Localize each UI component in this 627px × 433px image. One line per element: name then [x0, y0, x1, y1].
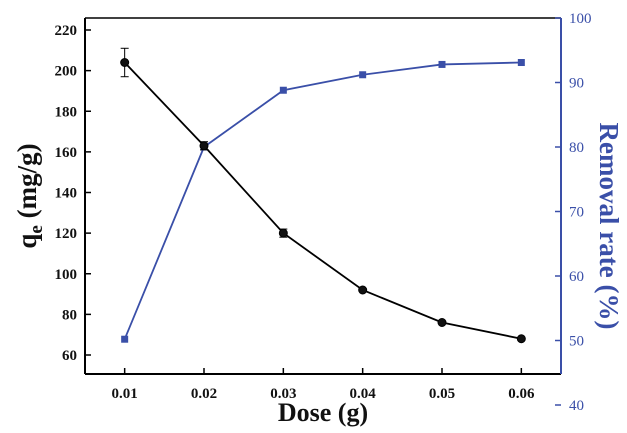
svg-text:qe (mg/g): qe (mg/g) [12, 143, 47, 248]
y-right-tick-label: 50 [569, 334, 584, 350]
qe-line [124, 61, 522, 340]
removal-rate-point [121, 335, 129, 343]
y-left-tick-label: 100 [55, 267, 78, 283]
y-right-tick-label: 40 [569, 398, 584, 414]
qe-point [437, 318, 447, 327]
x-tick-label: 0.03 [270, 386, 296, 402]
x-tick-label: 0.05 [429, 386, 455, 402]
y-left-tick-label: 200 [55, 64, 78, 80]
y-left-tick-label: 160 [55, 145, 78, 161]
removal-rate-point [359, 71, 367, 79]
y-left-tick-label: 120 [55, 226, 78, 242]
y-axis-right-label: Removal rate (%) [594, 123, 624, 330]
qe-point [358, 285, 368, 295]
x-tick-label: 0.01 [112, 386, 138, 402]
y-right-tick-label: 70 [569, 205, 584, 221]
y-left-tick-label: 180 [55, 104, 78, 120]
x-tick-label: 0.02 [191, 386, 217, 402]
qe-series [120, 47, 526, 344]
y-left-tick-label: 140 [55, 186, 78, 202]
x-axis-label: Dose (g) [278, 398, 368, 427]
y-axis-left-label: qe (mg/g) [12, 143, 47, 248]
y-right-tick-label: 90 [569, 76, 584, 92]
y-left-tick-label: 80 [62, 307, 77, 323]
x-tick-label: 0.04 [350, 386, 377, 402]
ticks: 0.01 0.02 0.03 0.04 0.05 0.06 60 80 100 120 140 160… [55, 11, 592, 414]
qe-point [199, 141, 209, 151]
removal-rate-line [123, 61, 522, 340]
y-left-tick-label: 220 [55, 23, 78, 39]
y-left-tick-label: 60 [62, 348, 77, 364]
qe-point [278, 228, 288, 238]
removal-rate-point [438, 60, 446, 68]
y-right-tick-label: 60 [569, 269, 584, 285]
y-right-tick-label: 100 [569, 11, 592, 27]
x-tick-label: 0.06 [508, 386, 535, 402]
qe-point [516, 334, 526, 344]
removal-rate-series [121, 59, 525, 343]
y-right-tick-label: 80 [569, 140, 584, 156]
qe-point [120, 58, 130, 67]
plot-frame [84, 17, 562, 375]
removal-rate-point [279, 86, 287, 94]
removal-rate-point [517, 59, 525, 67]
